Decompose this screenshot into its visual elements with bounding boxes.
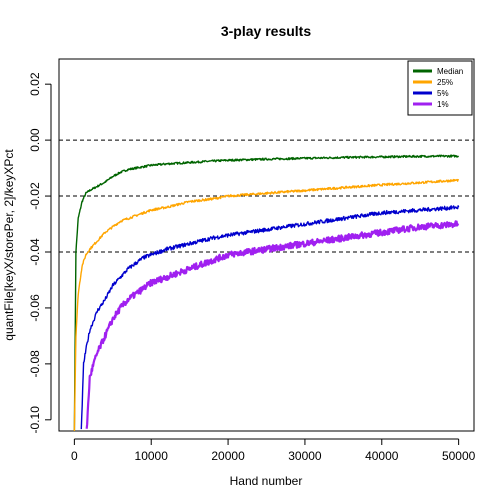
legend-label: 25% <box>437 78 453 87</box>
y-tick-label: -0.04 <box>28 238 42 266</box>
legend: Median 25% 5% 1% <box>407 60 473 116</box>
x-tick-label: 40000 <box>365 449 399 463</box>
x-tick-label: 0 <box>71 449 78 463</box>
legend-label: Median <box>437 67 463 76</box>
plot-area <box>58 58 475 432</box>
series-line-5pct <box>80 205 460 430</box>
series-line-25pct <box>73 178 460 431</box>
y-tick-label: 0.02 <box>28 72 42 96</box>
x-tick-label: 20000 <box>211 449 245 463</box>
reference-lines <box>59 139 474 253</box>
plot-frame <box>58 58 475 432</box>
x-tick-label: 10000 <box>135 449 169 463</box>
series-lines <box>73 154 460 431</box>
y-tick-label: -0.10 <box>28 406 42 434</box>
y-axis-label: quantFile[keyX/storePer, 2]/keyXPct <box>2 149 16 341</box>
y-axis: -0.10 -0.08 -0.06 -0.04 -0.02 0.00 0.02 <box>28 72 52 434</box>
legend-label: 5% <box>437 89 449 98</box>
series-line-1pct <box>85 220 460 429</box>
x-axis: 0 10000 20000 30000 40000 50000 <box>71 438 476 463</box>
chart-title: 3-play results <box>221 23 311 39</box>
x-tick-label: 50000 <box>442 449 476 463</box>
legend-label: 1% <box>437 100 449 109</box>
y-tick-label: -0.02 <box>28 182 42 210</box>
y-tick-label: 0.00 <box>28 128 42 152</box>
y-tick-label: -0.08 <box>28 350 42 378</box>
x-axis-label: Hand number <box>230 474 303 488</box>
series-line-median <box>73 154 460 431</box>
x-tick-label: 30000 <box>288 449 322 463</box>
y-tick-label: -0.06 <box>28 294 42 322</box>
